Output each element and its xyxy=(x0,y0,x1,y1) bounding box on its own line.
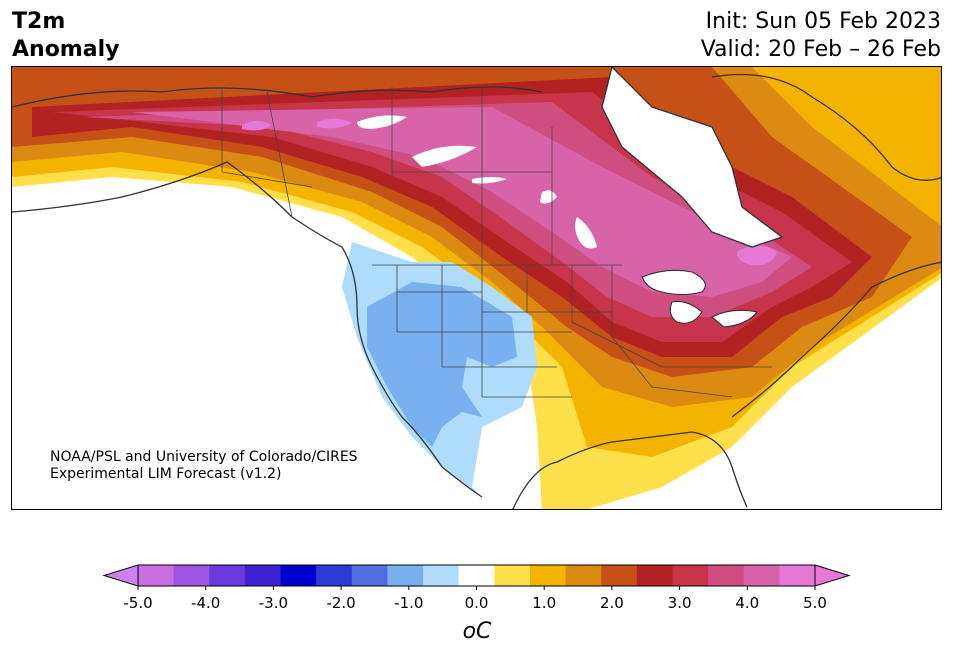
forecast-dates: Init: Sun 05 Feb 2023 Valid: 20 Feb – 26… xyxy=(701,8,941,64)
coastline-hudson-bay xyxy=(601,67,784,248)
map-svg xyxy=(12,67,941,509)
colorbar-swatch xyxy=(316,565,353,586)
colorbar-swatch xyxy=(779,565,816,586)
colorbar-tick-label: 1.0 xyxy=(532,594,556,612)
anomaly-band-5c-east xyxy=(737,245,777,266)
great-lakes xyxy=(641,269,758,328)
anomaly-band-4-5c xyxy=(132,107,792,297)
valid-date: Valid: 20 Feb – 26 Feb xyxy=(700,37,941,62)
northern-lakes xyxy=(357,115,597,249)
colorbar-tick-label: 2.0 xyxy=(600,594,624,612)
colorbar-swatches xyxy=(102,564,851,587)
colorbar-swatch xyxy=(708,565,745,586)
anomaly-map: NOAA/PSL and University of Colorado/CIRE… xyxy=(11,66,942,510)
colorbar-extend-high xyxy=(814,564,851,587)
colorbar-swatch xyxy=(138,565,175,586)
title-line-1: T2m xyxy=(12,9,66,34)
colorbar-swatch xyxy=(458,565,495,586)
colorbar-swatch xyxy=(351,565,388,586)
political-boundaries xyxy=(221,87,772,398)
map-title: T2m Anomaly xyxy=(12,8,119,64)
colorbar-swatch xyxy=(601,565,638,586)
colorbar-swatch xyxy=(672,565,709,586)
colorbar-tick-label: -1.0 xyxy=(394,594,423,612)
colorbar-swatch xyxy=(636,565,673,586)
colorbar-extend-low xyxy=(102,564,139,587)
init-date: Init: Sun 05 Feb 2023 xyxy=(705,9,941,34)
colorbar-tick-label: 4.0 xyxy=(735,594,759,612)
colorbar-tick-label: -5.0 xyxy=(123,594,152,612)
colorbar: -5.0 -4.0 -3.0 -2.0 -1.0 0.0 1.0 2.0 3.0 4.0 5.0 o… xyxy=(102,564,851,644)
credit-line-2: Experimental LIM Forecast (v1.2) xyxy=(50,466,282,482)
colorbar-tick-label: 3.0 xyxy=(668,594,692,612)
colorbar-tick-label: -2.0 xyxy=(326,594,355,612)
colorbar-swatch xyxy=(743,565,780,586)
coastline-north xyxy=(12,73,941,181)
colorbar-tick-label: -3.0 xyxy=(259,594,288,612)
credit-line-1: NOAA/PSL and University of Colorado/CIRE… xyxy=(50,449,358,465)
colorbar-tick-label: -4.0 xyxy=(191,594,220,612)
coastline-gulf xyxy=(512,261,941,509)
colorbar-swatch xyxy=(173,565,210,586)
colorbar-swatch xyxy=(423,565,460,586)
colorbar-unit-label: oC xyxy=(463,619,492,644)
colorbar-swatch xyxy=(387,565,424,586)
colorbar-swatch xyxy=(494,565,531,586)
colorbar-swatch xyxy=(209,565,246,586)
colorbar-swatch xyxy=(565,565,602,586)
colorbar-tick-label: 5.0 xyxy=(803,594,827,612)
colorbar-ticks: -5.0 -4.0 -3.0 -2.0 -1.0 0.0 1.0 2.0 3.0 4.0 5.0 xyxy=(123,586,827,612)
colorbar-swatch xyxy=(280,565,317,586)
anomaly-band-5c-north xyxy=(242,118,352,131)
colorbar-swatch xyxy=(529,565,567,586)
colorbar-swatch xyxy=(244,565,282,586)
title-line-2: Anomaly xyxy=(12,37,120,62)
map-credit: NOAA/PSL and University of Colorado/CIRE… xyxy=(50,449,358,483)
coastline-west xyxy=(12,161,483,498)
colorbar-tick-label: 0.0 xyxy=(465,594,489,612)
